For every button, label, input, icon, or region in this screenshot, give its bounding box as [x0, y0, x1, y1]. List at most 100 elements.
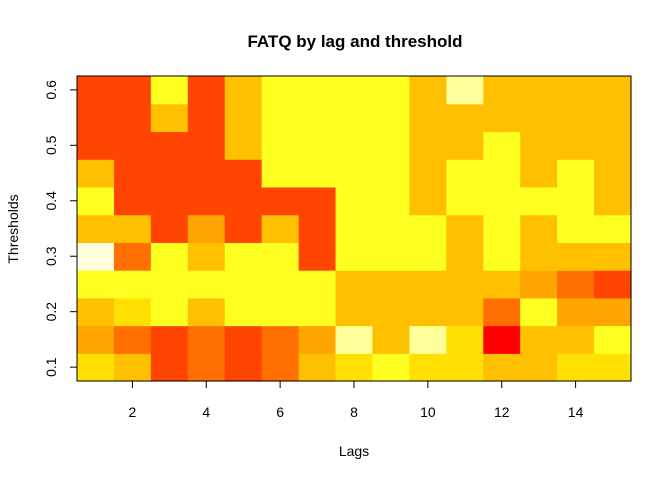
- heatmap-cell: [261, 131, 300, 160]
- heatmap-cell: [298, 242, 337, 271]
- heatmap-cell: [224, 131, 263, 160]
- heatmap-cell: [446, 186, 484, 216]
- heatmap-cell: [557, 270, 595, 299]
- heatmap-cell: [224, 186, 263, 216]
- heatmap-cell: [520, 186, 558, 216]
- heatmap-cell: [446, 159, 484, 188]
- heatmap-cell: [261, 325, 300, 354]
- heatmap-cell: [594, 186, 632, 216]
- heatmap-cell: [483, 214, 521, 243]
- heatmap-cell: [520, 159, 558, 188]
- heatmap-cell: [150, 214, 189, 243]
- heatmap-cell: [298, 131, 337, 160]
- heatmap-cell: [483, 242, 521, 271]
- y-tick-label: 0.2: [43, 302, 59, 322]
- heatmap-cell: [557, 297, 595, 327]
- heatmap-cell: [77, 159, 115, 188]
- heatmap-cell: [520, 242, 558, 271]
- heatmap-cell: [77, 131, 115, 160]
- heatmap-cell: [483, 131, 521, 160]
- heatmap-cell: [261, 103, 300, 133]
- heatmap-cell: [298, 76, 337, 105]
- heatmap-cell: [150, 103, 189, 133]
- heatmap-cell: [372, 242, 410, 271]
- heatmap-cell: [187, 325, 226, 354]
- heatmap-cell: [446, 76, 484, 105]
- heatmap-cell: [409, 214, 447, 243]
- heatmap-cell: [335, 159, 374, 188]
- heatmap-cell: [261, 186, 300, 216]
- heatmap-cell: [261, 76, 300, 105]
- heatmap-cell: [113, 214, 152, 243]
- x-tick-label: 8: [350, 404, 358, 420]
- heatmap-cell: [150, 270, 189, 299]
- heatmap-cell: [77, 353, 115, 382]
- heatmap-cell: [335, 270, 374, 299]
- heatmap-cell: [372, 186, 410, 216]
- heatmap-cell: [520, 270, 558, 299]
- heatmap-cell: [372, 270, 410, 299]
- heatmap-cell: [557, 353, 595, 382]
- heatmap-cell: [557, 103, 595, 133]
- heatmap-cell: [224, 270, 263, 299]
- y-tick-label: 0.1: [43, 357, 59, 377]
- heatmap-cell: [113, 131, 152, 160]
- heatmap-cell: [187, 159, 226, 188]
- chart-title: FATQ by lag and threshold: [247, 32, 462, 51]
- heatmap-cell: [446, 131, 484, 160]
- heatmap-cell: [150, 186, 189, 216]
- heatmap-cell: [224, 353, 263, 382]
- x-axis: 2 4 6 8 10 12 14: [129, 381, 584, 420]
- heatmap-cell: [594, 131, 632, 160]
- heatmap-cell: [409, 297, 447, 327]
- heatmap-cell: [187, 76, 226, 105]
- heatmap-cell: [335, 325, 374, 354]
- heatmap-cell: [594, 270, 632, 299]
- heatmap-cell: [520, 353, 558, 382]
- heatmap-cell: [187, 242, 226, 271]
- heatmap-cell: [77, 76, 115, 105]
- heatmap-cell: [557, 325, 595, 354]
- heatmap-cell: [298, 103, 337, 133]
- heatmap-cell: [261, 353, 300, 382]
- heatmap-cell: [77, 270, 115, 299]
- heatmap-cell: [557, 242, 595, 271]
- heatmap-cell: [446, 103, 484, 133]
- heatmap-cell: [446, 297, 484, 327]
- x-tick-label: 14: [568, 404, 584, 420]
- heatmap-cell: [520, 214, 558, 243]
- heatmap-cell: [224, 242, 263, 271]
- heatmap-cell: [372, 159, 410, 188]
- heatmap-cell: [520, 76, 558, 105]
- heatmap-cell: [409, 131, 447, 160]
- heatmap-cell: [372, 325, 410, 354]
- heatmap-cell: [113, 353, 152, 382]
- heatmap-cell: [335, 353, 374, 382]
- heatmap-cell: [298, 270, 337, 299]
- heatmap-cell: [298, 159, 337, 188]
- x-tick-label: 2: [129, 404, 137, 420]
- heatmap-cell: [594, 214, 632, 243]
- heatmap-cell: [520, 131, 558, 160]
- heatmap-cell: [150, 76, 189, 105]
- heatmap-cell: [409, 159, 447, 188]
- heatmap-cell: [187, 131, 226, 160]
- heatmap-cell: [520, 325, 558, 354]
- heatmap-cell: [483, 297, 521, 327]
- heatmap-cell: [187, 186, 226, 216]
- heatmap-cell: [446, 270, 484, 299]
- heatmap-cell: [557, 131, 595, 160]
- y-tick-label: 0.4: [43, 191, 59, 211]
- x-tick-label: 12: [494, 404, 510, 420]
- heatmap-cell: [483, 325, 521, 354]
- heatmap-cell: [372, 131, 410, 160]
- heatmap-cell: [113, 159, 152, 188]
- heatmap-cell: [77, 186, 115, 216]
- heatmap-cell: [298, 297, 337, 327]
- x-tick-label: 6: [276, 404, 284, 420]
- heatmap-cell: [446, 242, 484, 271]
- y-tick-label: 0.3: [43, 246, 59, 266]
- heatmap-cell: [335, 76, 374, 105]
- heatmap-cell: [77, 297, 115, 327]
- heatmap-cell: [446, 214, 484, 243]
